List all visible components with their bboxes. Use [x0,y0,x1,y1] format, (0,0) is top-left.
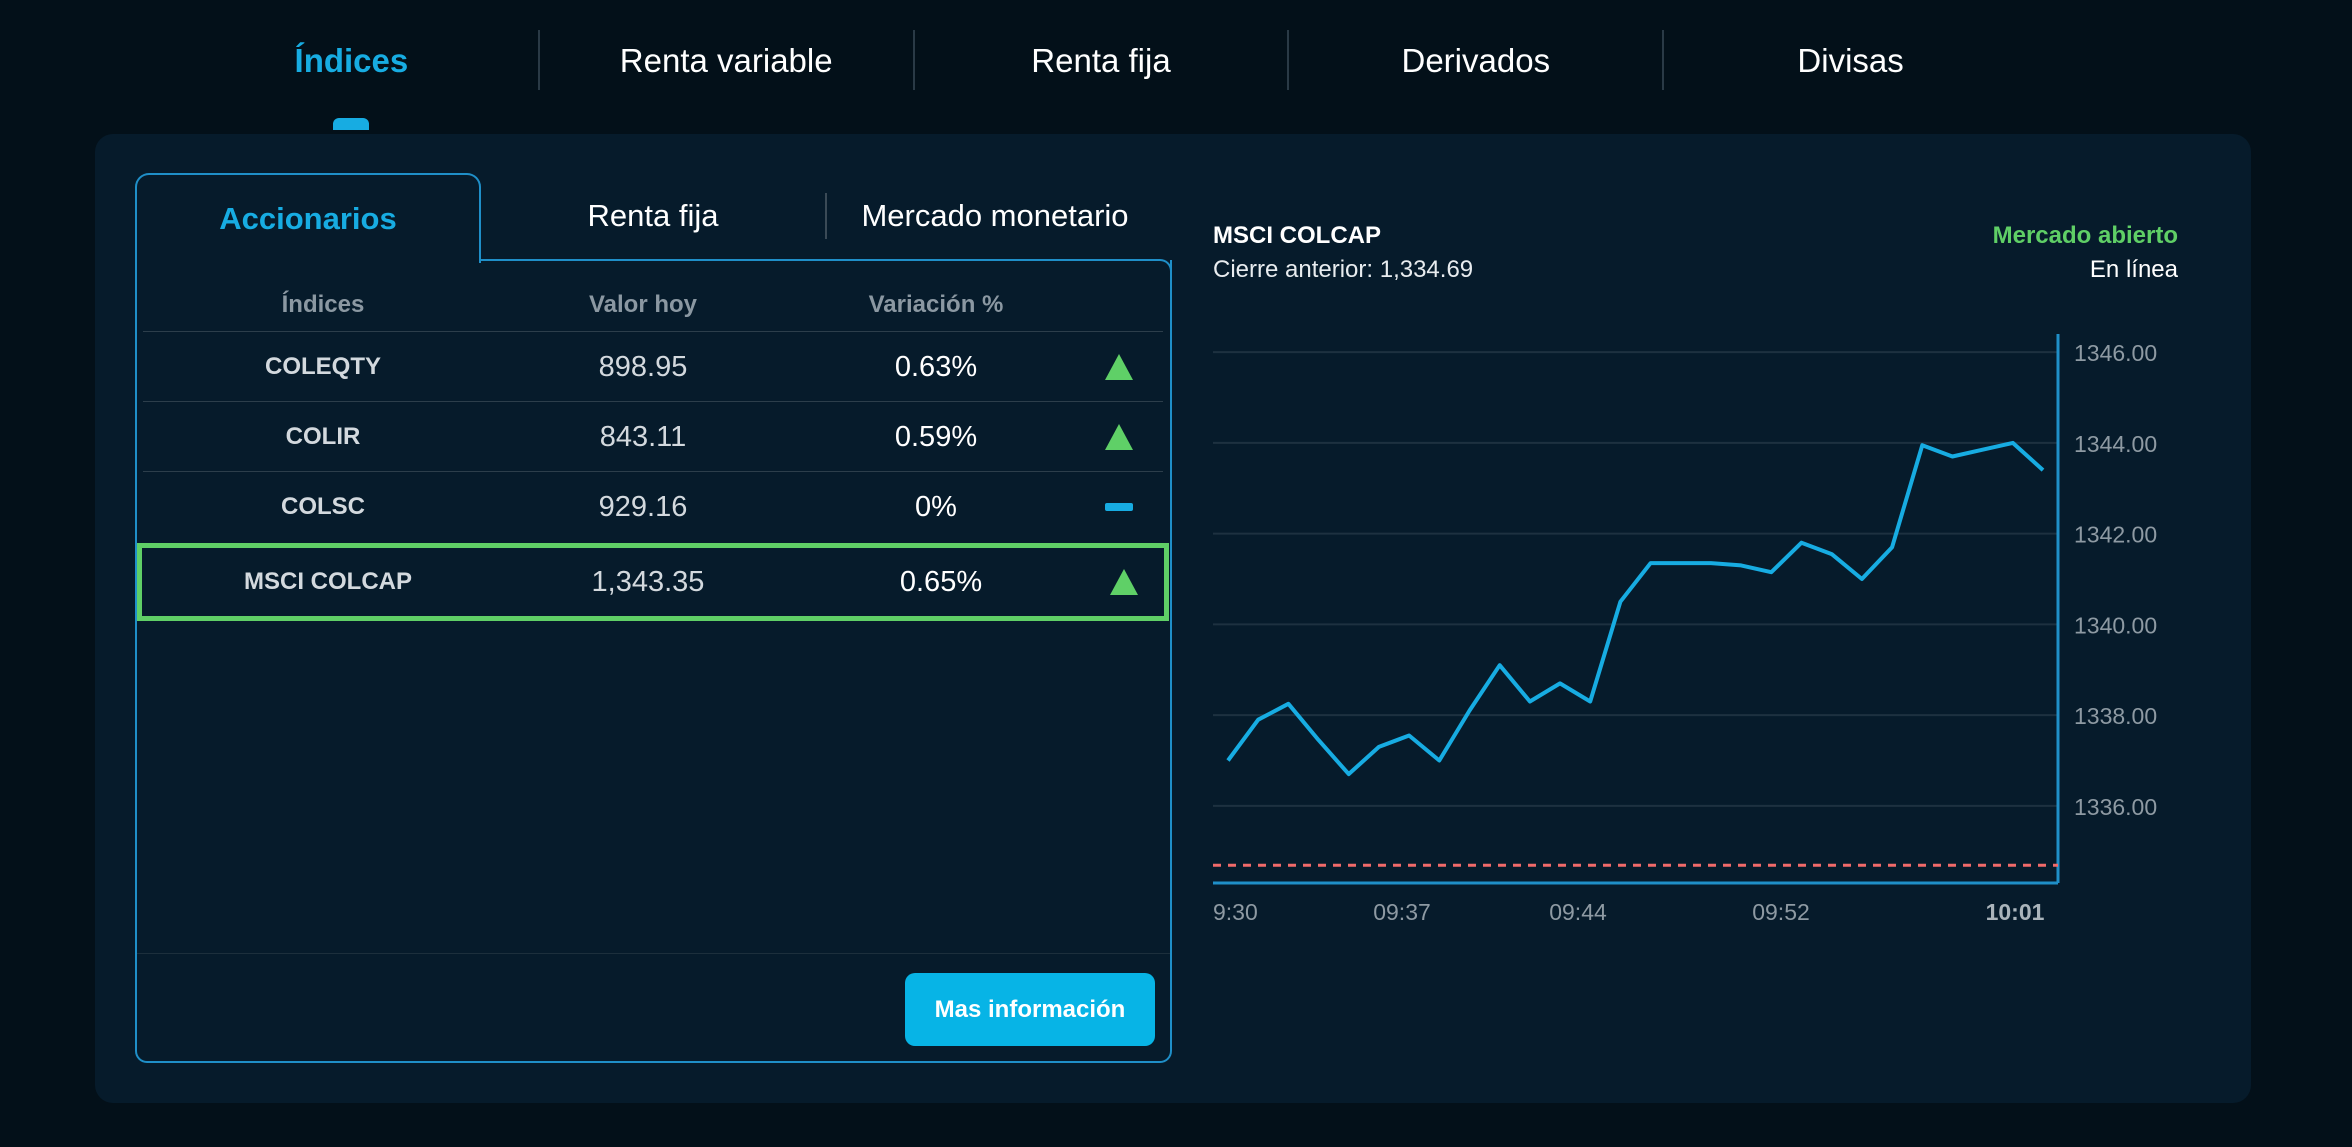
row-name: COLSC [281,493,365,520]
header-indices: Índices [281,291,365,318]
y-tick-label: 1338.00 [2074,703,2157,729]
nav-tab-label: Renta variable [619,42,833,79]
live-indicator: En línea [2089,256,2178,283]
nav-tab-renta-fija[interactable]: Renta fija [915,0,1288,122]
trend-up-icon [1094,548,1154,616]
nav-tab-derivados[interactable]: Derivados [1289,0,1662,122]
nav-tab-indices[interactable]: Índices [165,0,538,130]
y-tick-label: 1336.00 [2074,794,2157,820]
y-tick-label: 1340.00 [2074,612,2157,638]
row-value: 929.16 [598,490,688,523]
more-info-button[interactable]: Mas información [905,973,1155,1046]
nav-tab-renta-variable[interactable]: Renta variable [540,0,913,122]
row-name: COLEQTY [264,353,381,380]
nav-divider [1287,30,1290,90]
row-name: MSCI COLCAP [244,568,412,595]
row-value: 1,343.35 [591,565,705,598]
table-row[interactable]: COLEQTY 898.95 0.63% [143,331,1163,401]
row-variation: 0.63% [894,350,978,383]
subtab-renta-fija[interactable]: Renta fija [587,198,719,233]
table-row-selected[interactable]: MSCI COLCAP 1,343.35 0.65% [137,543,1169,621]
indices-card: Accionarios Renta fija Mercado monetario… [135,173,1172,1063]
row-value: 843.11 [599,420,687,453]
trend-flat-icon [1089,472,1149,542]
y-tick-label: 1342.00 [2074,522,2157,548]
row-variation: 0% [915,490,957,523]
card-frame-top [479,259,1172,273]
nav-divider [912,30,915,90]
row-variation: 0.65% [899,565,983,598]
table-row[interactable]: COLSC 929.16 0% [143,471,1163,541]
y-tick-label: 1344.00 [2074,431,2157,457]
header-variacion: Variación % [868,291,1004,318]
nav-tab-label: Divisas [1797,42,1904,79]
header-valor-hoy: Valor hoy [588,291,698,318]
x-tick-label: 10:01 [1986,899,2045,925]
x-tick-label: 09:44 [1549,899,1607,925]
nav-tab-label: Derivados [1401,42,1551,79]
nav-tab-divisas[interactable]: Divisas [1664,0,2037,122]
subtab-mercado-monetario[interactable]: Mercado monetario [861,198,1129,233]
nav-divider [1662,30,1665,90]
row-value: 898.95 [598,350,688,383]
row-name: COLIR [285,423,361,450]
trend-up-icon [1089,332,1149,402]
market-status: Mercado abierto [1992,222,2178,249]
x-tick-label: 09:37 [1373,899,1431,925]
nav-divider [537,30,540,90]
row-variation: 0.59% [894,420,978,453]
series-line [1226,440,2045,777]
card-frame [135,260,1172,1063]
main-nav: Índices Renta variable Renta fija Deriva… [165,0,2037,130]
y-tick-label: 1346.00 [2074,340,2157,366]
chart-title: MSCI COLCAP [1213,222,1381,249]
footer-divider [137,953,1170,954]
table-row[interactable]: COLIR 843.11 0.59% [143,401,1163,471]
previous-close: Cierre anterior: 1,334.69 [1213,256,1474,283]
subtab-accionarios[interactable]: Accionarios [135,173,481,263]
active-tab-indicator [333,118,370,130]
trend-up-icon [1089,402,1149,472]
subtab-divider [825,193,827,239]
nav-tab-label: Índices [294,42,409,79]
x-tick-label: 9:30 [1213,899,1258,925]
nav-tab-label: Renta fija [1031,42,1171,79]
x-tick-label: 09:52 [1752,899,1810,925]
